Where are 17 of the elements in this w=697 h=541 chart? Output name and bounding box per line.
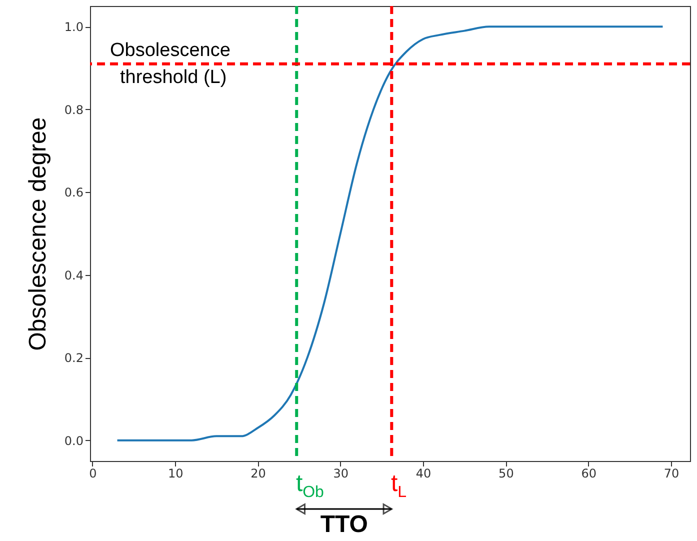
- x-tick-label: 20: [250, 466, 266, 480]
- x-tick-label: 10: [168, 466, 184, 480]
- y-axis-title: Obsolescence degree: [24, 117, 52, 351]
- text: TTO: [320, 511, 368, 538]
- ref-line-label: Obsolescence threshold (L): [110, 40, 230, 88]
- y-tick-label: 0.0: [64, 434, 84, 448]
- x-tick-label: 50: [498, 466, 514, 480]
- x-tick-label: 30: [333, 466, 349, 480]
- x-tick-label: 0: [89, 466, 97, 480]
- y-tick-label: 0.4: [64, 268, 84, 282]
- y-tick-label: 1.0: [64, 20, 84, 34]
- x-tick-label: 70: [664, 466, 680, 480]
- x-tick-label: 60: [581, 466, 596, 480]
- x-tick-label: 40: [416, 466, 432, 480]
- y-tick-label: 0.8: [64, 102, 84, 117]
- y-tick-label: 0.6: [64, 186, 84, 200]
- y-tick-label: 0.2: [64, 351, 84, 366]
